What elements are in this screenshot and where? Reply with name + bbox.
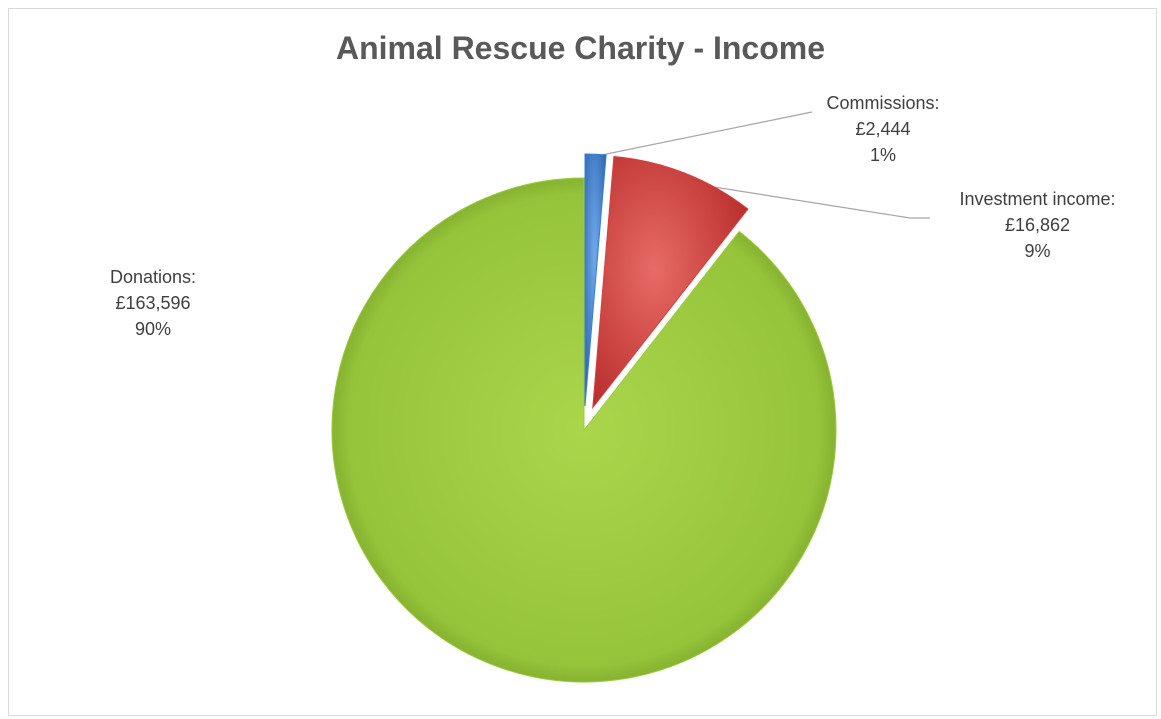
leader-lines [595, 111, 930, 219]
data-label-donations-percent: 90% [134, 319, 172, 339]
pie-slice-donations [331, 177, 837, 683]
pie-slice-investment-income [592, 156, 749, 410]
data-label-commissions-name: Commissions: [826, 93, 940, 113]
data-label-investment-income: Investment income: £16,862 9% [930, 186, 1145, 264]
data-label-commissions-percent: 1% [869, 145, 896, 165]
data-label-investment-income-name: Investment income: [959, 189, 1116, 209]
pie-slices [331, 153, 837, 683]
chart-title: Animal Rescue Charity - Income [335, 30, 826, 66]
leader-line-commissions [595, 111, 813, 157]
data-label-investment-income-value: £16,862 [1004, 215, 1071, 235]
data-label-donations-name: Donations: [109, 267, 197, 287]
data-label-investment-income-percent: 9% [1024, 241, 1051, 261]
data-label-donations: Donations: £163,596 90% [78, 264, 228, 342]
data-label-commissions: Commissions: £2,444 1% [808, 90, 958, 168]
pie-slice-commissions [584, 153, 607, 407]
data-label-commissions-value: £2,444 [855, 119, 911, 139]
data-label-donations-value: £163,596 [115, 293, 191, 313]
leader-line-investment-income [652, 176, 930, 219]
